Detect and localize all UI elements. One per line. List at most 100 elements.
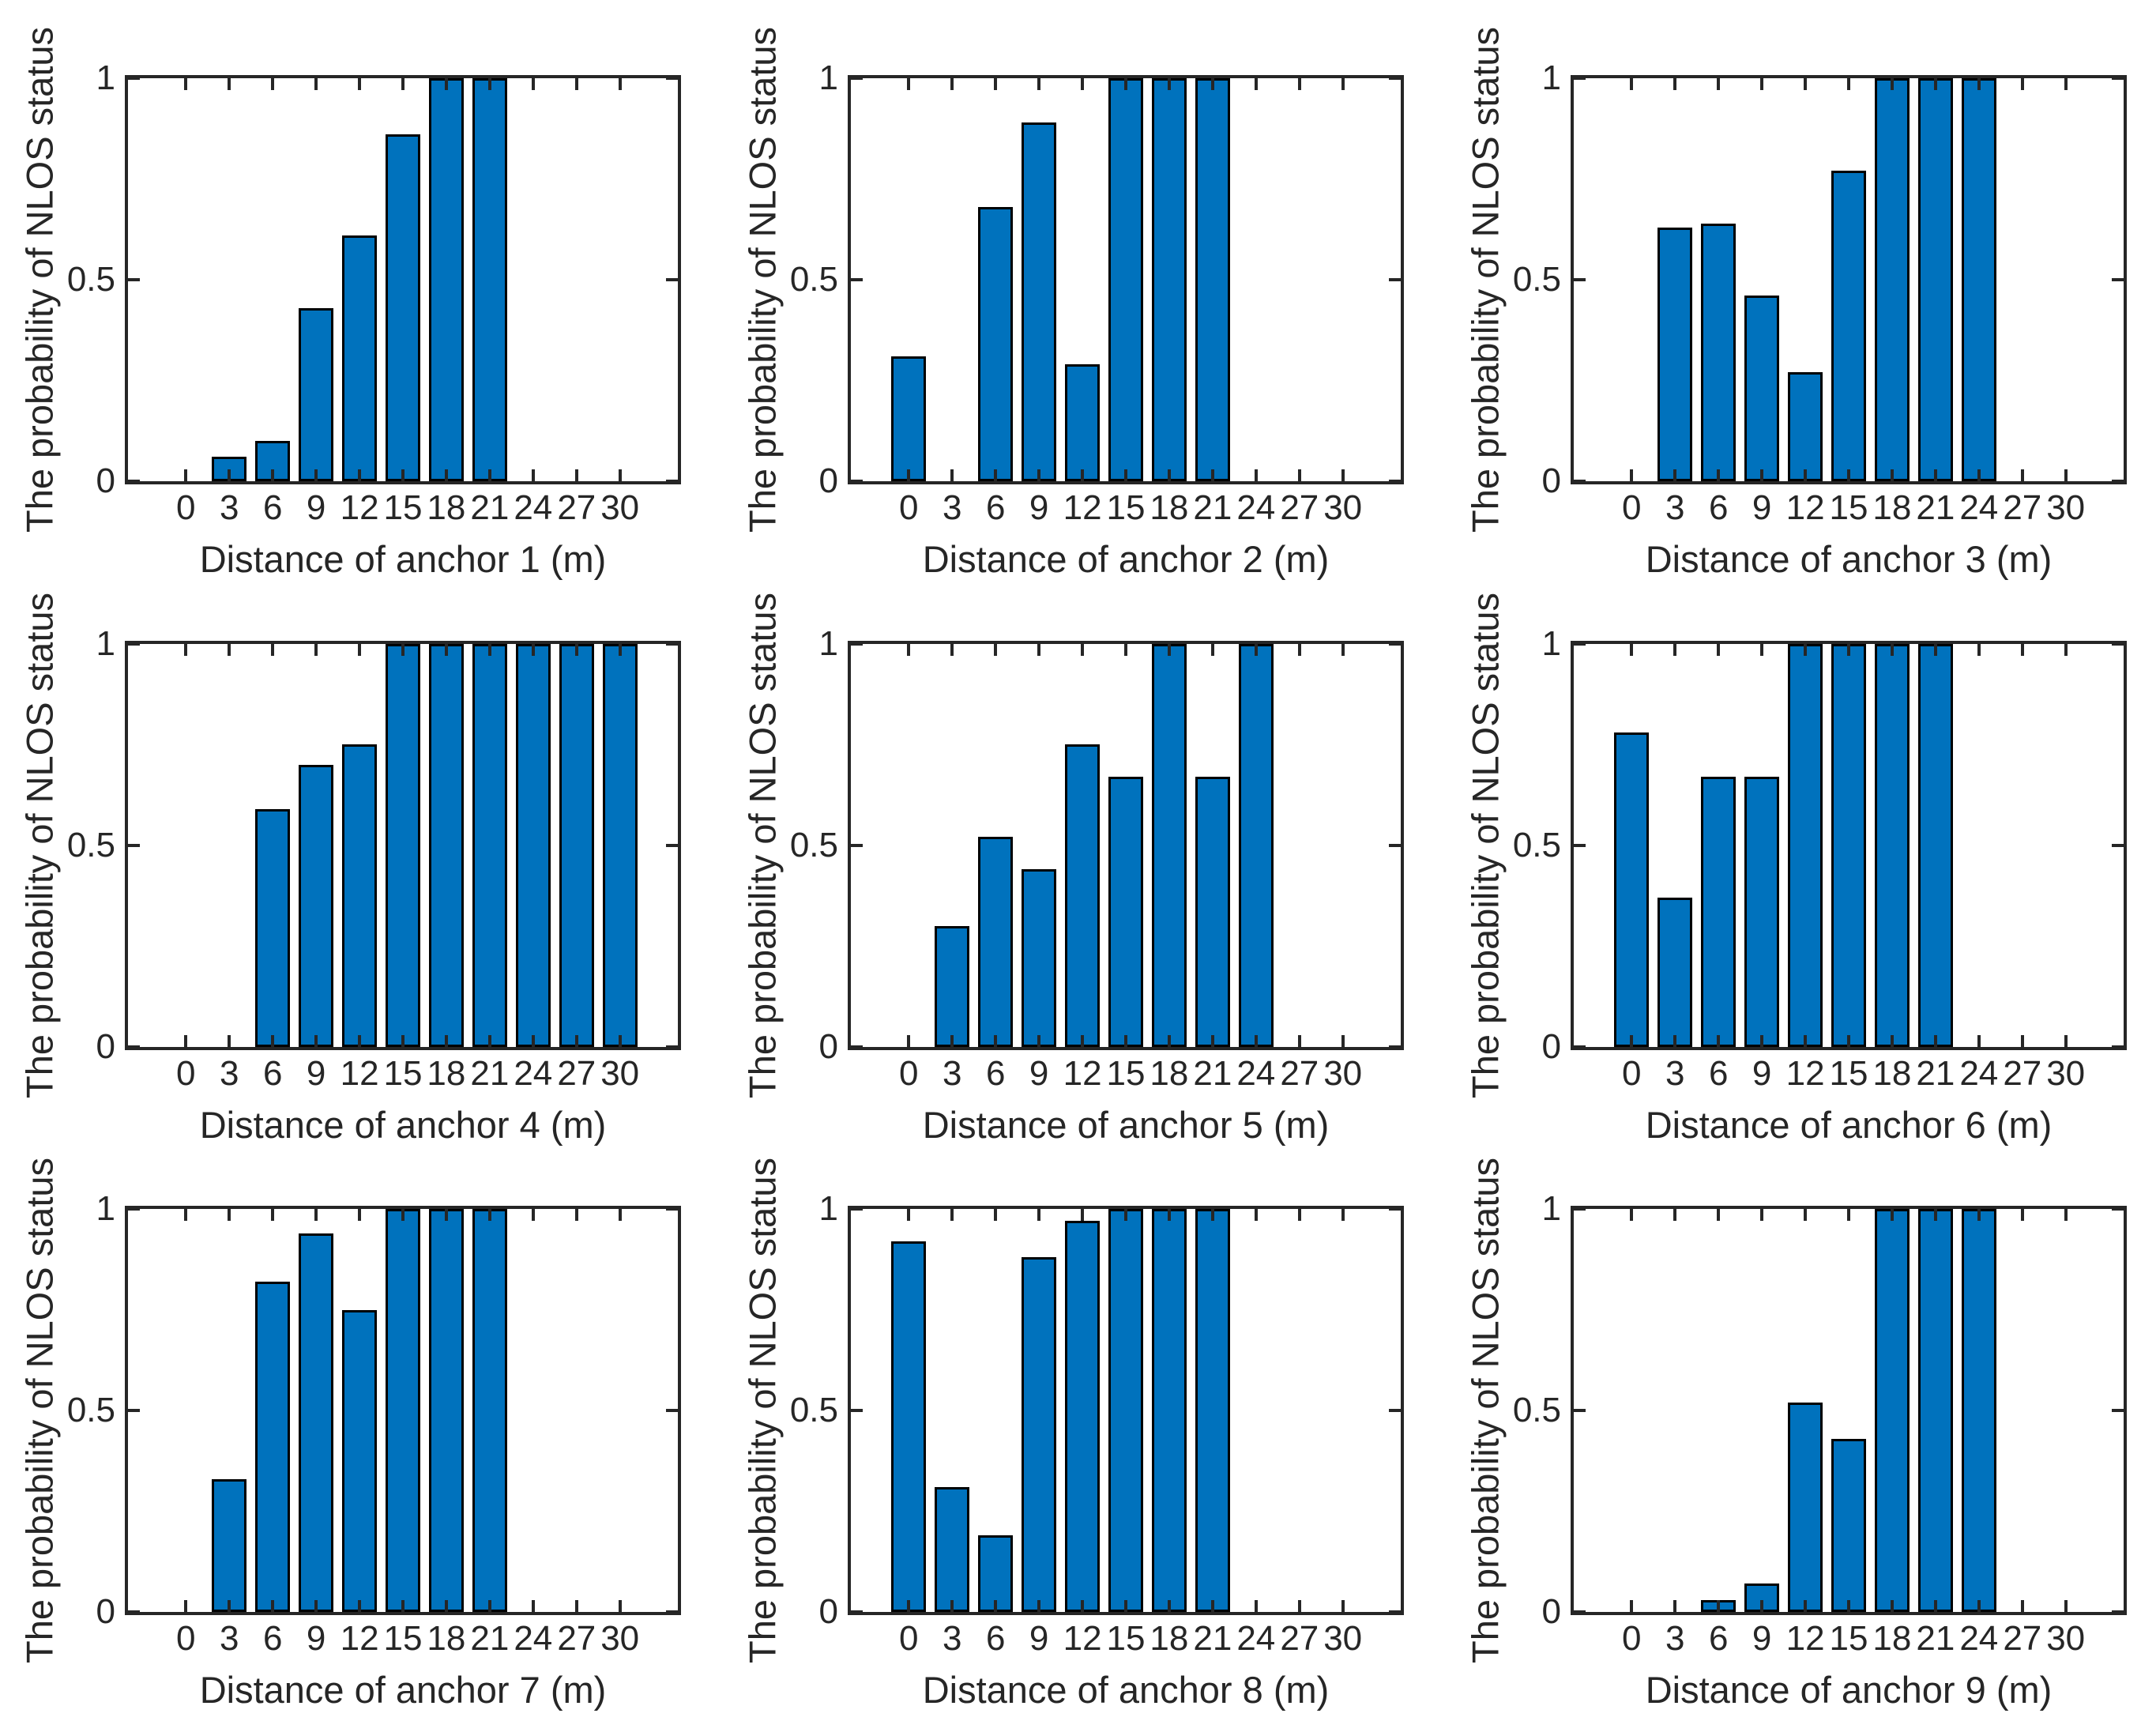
x-tick bbox=[228, 78, 231, 90]
x-tick bbox=[618, 1209, 622, 1221]
y-tick-label: 0 bbox=[96, 1592, 115, 1631]
x-axis-label: Distance of anchor 1 (m) bbox=[199, 538, 607, 580]
x-tick-label: 15 bbox=[1106, 1619, 1146, 1658]
x-tick bbox=[1933, 1209, 1937, 1221]
x-tick bbox=[184, 1034, 188, 1047]
x-tick bbox=[1847, 1034, 1850, 1047]
x-tick bbox=[228, 643, 231, 656]
x-tick bbox=[1890, 78, 1894, 90]
bar-x9 bbox=[1022, 869, 1057, 1047]
x-tick bbox=[907, 78, 911, 90]
bar-x21 bbox=[1917, 1209, 1953, 1612]
y-tick-label: 0.5 bbox=[1512, 825, 1561, 864]
x-tick-label: 27 bbox=[1280, 488, 1319, 527]
bar-x6 bbox=[255, 808, 291, 1047]
x-tick bbox=[1630, 78, 1634, 90]
bar-x9 bbox=[299, 1233, 334, 1612]
x-tick bbox=[1124, 643, 1127, 656]
y-tick-label: 0.5 bbox=[66, 1391, 115, 1429]
x-tick bbox=[314, 1209, 318, 1221]
bar-x9 bbox=[1022, 1257, 1057, 1612]
x-tick bbox=[1341, 1600, 1345, 1612]
y-tick-label: 1 bbox=[818, 623, 838, 663]
y-tick bbox=[851, 1409, 863, 1412]
y-tick bbox=[128, 77, 140, 80]
x-tick-label: 6 bbox=[985, 1619, 1006, 1658]
y-tick-label: 1 bbox=[1541, 1189, 1561, 1228]
bar-x0 bbox=[891, 356, 927, 481]
x-tick bbox=[1760, 78, 1764, 90]
bar-x12 bbox=[1788, 643, 1823, 1047]
x-tick bbox=[358, 78, 362, 90]
x-tick-label: 6 bbox=[985, 1053, 1006, 1093]
x-tick bbox=[574, 1600, 578, 1612]
x-tick-label: 27 bbox=[2003, 488, 2042, 527]
x-tick bbox=[1081, 1600, 1085, 1612]
bar-x3 bbox=[1657, 897, 1693, 1047]
x-tick-label: 21 bbox=[1916, 488, 1955, 527]
x-tick-label: 15 bbox=[383, 488, 423, 527]
x-tick bbox=[950, 643, 954, 656]
x-tick-label: 27 bbox=[2003, 1619, 2042, 1658]
bar-x24 bbox=[1238, 643, 1274, 1047]
y-tick bbox=[666, 1610, 678, 1614]
x-tick bbox=[487, 1600, 491, 1612]
x-tick bbox=[271, 643, 275, 656]
x-tick bbox=[531, 1034, 535, 1047]
bar-x9 bbox=[1744, 296, 1780, 481]
plot-area bbox=[125, 75, 681, 484]
x-tick bbox=[1124, 1600, 1127, 1612]
x-tick-label: 0 bbox=[1622, 1053, 1642, 1093]
x-tick-label: 12 bbox=[1063, 1619, 1102, 1658]
y-tick bbox=[1389, 1409, 1401, 1412]
x-tick bbox=[907, 1209, 911, 1221]
x-tick bbox=[574, 643, 578, 656]
bar-x9 bbox=[1744, 776, 1780, 1047]
x-tick bbox=[184, 1600, 188, 1612]
x-tick bbox=[1341, 1034, 1345, 1047]
x-tick-label: 0 bbox=[176, 488, 196, 527]
x-tick-label: 12 bbox=[1785, 488, 1825, 527]
x-tick-label: 0 bbox=[176, 1619, 196, 1658]
x-tick-label: 18 bbox=[1872, 1619, 1912, 1658]
bar-x15 bbox=[1831, 1438, 1866, 1612]
x-tick bbox=[1977, 1209, 1981, 1221]
x-tick-label: 3 bbox=[1665, 1053, 1685, 1093]
x-tick-label: 30 bbox=[1323, 488, 1363, 527]
x-tick-label: 9 bbox=[306, 488, 326, 527]
x-tick bbox=[1254, 1209, 1258, 1221]
bar-x12 bbox=[342, 235, 378, 481]
x-tick-label: 27 bbox=[557, 488, 596, 527]
x-tick bbox=[444, 78, 448, 90]
x-tick bbox=[444, 469, 448, 481]
y-tick bbox=[1574, 278, 1586, 281]
subplot-anchor-7: The probability of NLOS status 0 3 6 9 12 15 18… bbox=[0, 1131, 713, 1711]
x-tick bbox=[228, 1034, 231, 1047]
bar-x18 bbox=[1875, 1209, 1910, 1612]
x-tick bbox=[271, 78, 275, 90]
x-tick-label: 24 bbox=[1959, 1053, 1999, 1093]
x-tick bbox=[907, 643, 911, 656]
x-tick bbox=[907, 1600, 911, 1612]
x-tick bbox=[2020, 1209, 2024, 1221]
x-tick bbox=[574, 1209, 578, 1221]
x-tick bbox=[184, 78, 188, 90]
x-tick-label: 24 bbox=[1236, 488, 1276, 527]
y-tick-label: 0 bbox=[96, 461, 115, 500]
x-tick bbox=[1760, 1209, 1764, 1221]
x-tick bbox=[1760, 1600, 1764, 1612]
x-tick-label: 12 bbox=[340, 1619, 379, 1658]
x-tick bbox=[1717, 1034, 1721, 1047]
x-tick bbox=[950, 1209, 954, 1221]
y-tick bbox=[2112, 843, 2124, 847]
x-tick-label: 21 bbox=[1916, 1053, 1955, 1093]
x-tick bbox=[1804, 643, 1808, 656]
y-tick-label: 0 bbox=[818, 461, 838, 500]
x-axis-label: Distance of anchor 2 (m) bbox=[922, 538, 1330, 580]
x-tick bbox=[2020, 643, 2024, 656]
x-tick bbox=[1804, 1600, 1808, 1612]
x-tick bbox=[907, 469, 911, 481]
x-tick bbox=[487, 1209, 491, 1221]
x-tick bbox=[1977, 469, 1981, 481]
